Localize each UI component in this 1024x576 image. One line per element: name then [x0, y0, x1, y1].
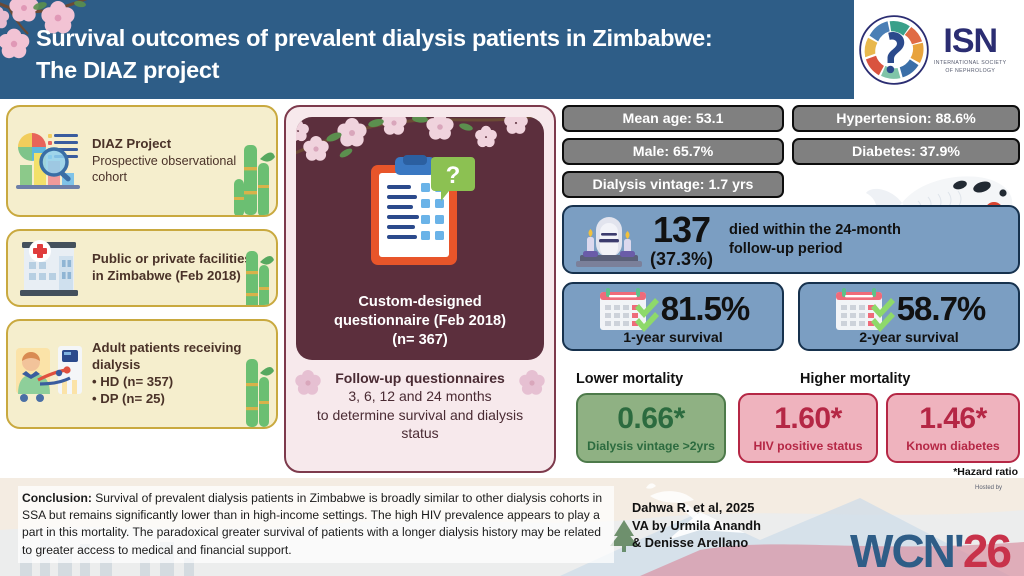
hazard-ratio-label: Dialysis vintage >2yrs — [587, 438, 715, 453]
survival-1-year-caption: 1-year survival — [623, 330, 723, 346]
questionnaire-column: ? Custom-designed questionnaire (Feb 201… — [284, 105, 556, 473]
conclusion-label: Conclusion: — [22, 491, 92, 505]
isn-ring-icon — [859, 15, 929, 85]
wcn-year: 26 — [962, 525, 1012, 576]
stat-pill-diabetes: Diabetes: 37.9% — [792, 138, 1020, 165]
stat-pill-hypertension: Hypertension: 88.6% — [792, 105, 1020, 132]
clipboard-questionnaire-icon: ? — [371, 155, 475, 265]
wcn-event-logo: WCN'26 — [850, 525, 1012, 576]
hazard-ratio-hiv: 1.60* HIV positive status — [738, 393, 878, 463]
card-diaz-project: DIAZ Project Prospective observational c… — [6, 105, 278, 217]
questionnaire-caption: Custom-designed questionnaire (Feb 2018)… — [302, 293, 538, 350]
survival-box-1-year: 81.5% 1-year survival — [562, 282, 784, 351]
stat-pill-male: Male: 65.7% — [562, 138, 784, 165]
calendar-check-icon — [835, 288, 895, 332]
survival-box-2-year: 58.7% 2-year survival — [798, 282, 1020, 351]
calendar-check-icon — [599, 288, 659, 332]
hosted-by-label: Hosted by — [974, 485, 1002, 491]
deaths-count-block: 137 (37.3%) — [650, 208, 714, 269]
dialysis-patient-icon — [16, 346, 82, 402]
hazard-ratio-dialysis-vintage: 0.66* Dialysis vintage >2yrs — [576, 393, 726, 463]
card-diaz-title: DIAZ Project — [92, 136, 172, 152]
hospital-icon — [20, 240, 78, 296]
hazard-ratio-value: 0.66* — [617, 401, 685, 435]
questionnaire-line2: questionnaire (Feb 2018) — [334, 313, 506, 330]
isn-logo: ISN INTERNATIONAL SOCIETY OF NEPHROLOGY — [858, 8, 1018, 92]
followup-line2: to determine survival and dialysis — [316, 406, 524, 423]
wcn-main: WCN' — [850, 525, 965, 576]
followup-heading: Follow-up questionnaires — [335, 370, 505, 386]
survival-2-year-value: 58.7% — [896, 290, 987, 327]
results-column: Mean age: 53.1 Hypertension: 88.6% Male:… — [562, 105, 1020, 478]
card-patients: Adult patients receiving dialysis HD (n=… — [6, 319, 278, 429]
conclusion-body: Survival of prevalent dialysis patients … — [22, 491, 603, 557]
deaths-summary-box: 137 (37.3%) died within the 24-month fol… — [562, 205, 1020, 274]
lower-mortality-heading: Lower mortality — [576, 371, 684, 387]
hazard-ratio-footnote: *Hazard ratio — [953, 466, 1018, 478]
stat-pill-dialysis-vintage: Dialysis vintage: 1.7 yrs — [562, 171, 784, 198]
page-title: Survival outcomes of prevalent dialysis … — [36, 22, 836, 87]
hazard-ratio-value: 1.46* — [919, 401, 987, 435]
card-patients-bullets: HD (n= 357) DP (n= 25) — [92, 374, 266, 408]
authors-block: Dahwa R. et al, 2025 VA by Urmila Anandh… — [632, 499, 761, 552]
isn-acronym: ISN — [943, 22, 998, 61]
questionnaire-line1: Custom-designed — [358, 294, 482, 311]
gravestone-candles-icon — [576, 216, 642, 267]
questionnaire-line3: (n= 367) — [392, 332, 448, 349]
page-title-line2: The DIAZ project — [36, 57, 220, 84]
followup-line3: status — [401, 425, 439, 442]
followup-block: Follow-up questionnaires 3, 6, 12 and 24… — [294, 369, 546, 443]
deaths-percent: (37.3%) — [650, 248, 714, 269]
isn-subtitle-line1: INTERNATIONAL SOCIETY — [934, 60, 1007, 67]
bullet-dp: DP (n= 25) — [92, 391, 266, 408]
deaths-description-line1: died within the 24-month — [729, 221, 901, 238]
isn-subtitle-line2: OF NEPHROLOGY — [945, 68, 996, 74]
questionnaire-panel: ? Custom-designed questionnaire (Feb 201… — [296, 117, 544, 360]
higher-mortality-heading: Higher mortality — [800, 371, 911, 387]
methods-column: DIAZ Project Prospective observational c… — [6, 105, 278, 473]
deaths-count: 137 — [652, 208, 711, 250]
hosted-by-block: Hosted by — [975, 484, 1002, 494]
page-title-line1: Survival outcomes of prevalent dialysis … — [36, 25, 713, 51]
card-facilities-title: Public or private facilities in Zimbabwe… — [92, 251, 252, 283]
stat-pill-mean-age: Mean age: 53.1 — [562, 105, 784, 132]
bullet-hd: HD (n= 357) — [92, 374, 266, 391]
svg-text:?: ? — [446, 162, 461, 189]
hazard-ratio-diabetes: 1.46* Known diabetes — [886, 393, 1020, 463]
hazard-ratio-label: Known diabetes — [906, 438, 1000, 453]
survival-2-year-caption: 2-year survival — [859, 330, 959, 346]
authors-line3: & Denisse Arellano — [632, 535, 749, 551]
conclusion-text: Conclusion: Survival of prevalent dialys… — [18, 486, 614, 563]
card-facilities: Public or private facilities in Zimbabwe… — [6, 229, 278, 307]
bar-chart-magnifier-icon — [16, 133, 80, 189]
survival-1-year-value: 81.5% — [660, 290, 751, 327]
hazard-ratio-value: 1.60* — [774, 401, 842, 435]
followup-line1: 3, 6, 12 and 24 months — [348, 388, 492, 405]
hazard-ratio-label: HIV positive status — [753, 438, 863, 453]
header-bar: Survival outcomes of prevalent dialysis … — [0, 0, 1024, 99]
card-diaz-body: Prospective observational cohort — [92, 154, 237, 185]
deaths-description: died within the 24-month follow-up perio… — [729, 221, 901, 258]
footer-bar: Conclusion: Survival of prevalent dialys… — [0, 478, 1024, 576]
card-patients-title: Adult patients receiving dialysis — [92, 340, 242, 373]
authors-line2: VA by Urmila Anandh — [632, 517, 761, 533]
authors-line1: Dahwa R. et al, 2025 — [632, 500, 755, 515]
deaths-description-line2: follow-up period — [729, 240, 843, 257]
